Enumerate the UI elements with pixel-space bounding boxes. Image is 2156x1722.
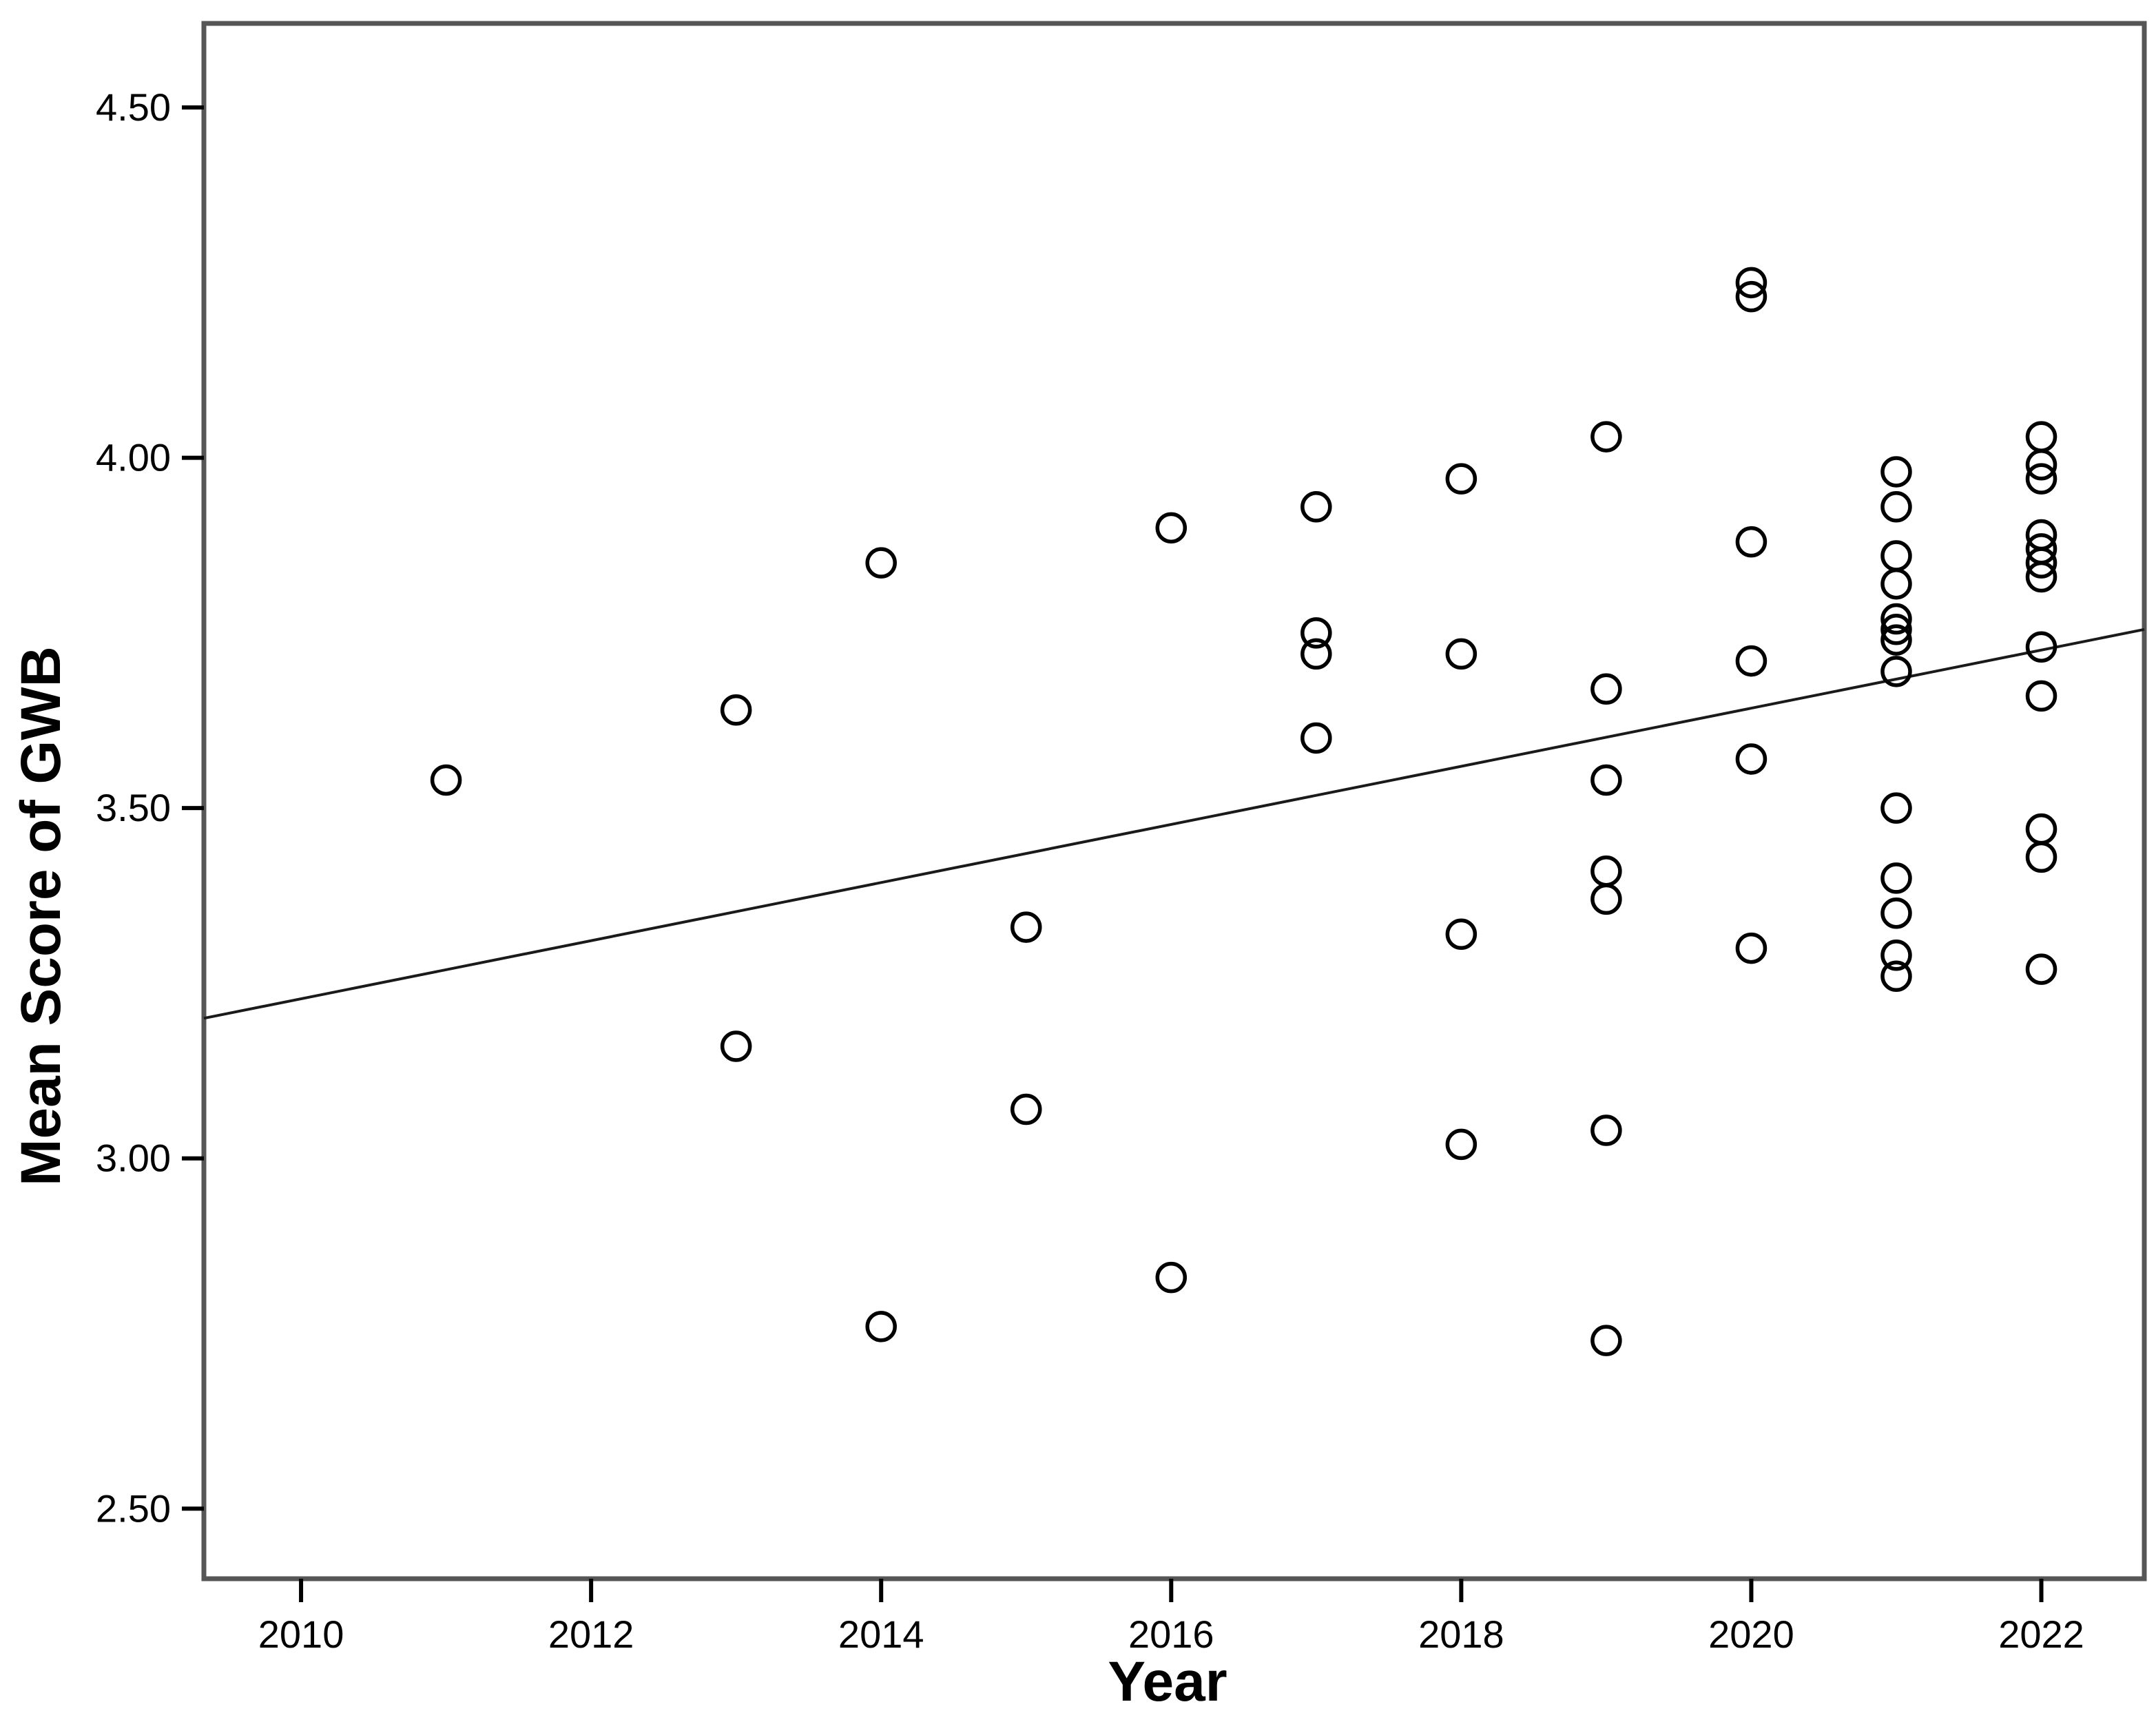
data-point <box>1590 1325 1622 1356</box>
x-tick-label: 2012 <box>548 1612 634 1656</box>
x-tick-label: 2010 <box>258 1612 344 1656</box>
data-point <box>1445 918 1478 951</box>
data-point <box>2025 561 2057 593</box>
data-point <box>1880 656 1912 687</box>
x-tick-label: 2018 <box>1418 1612 1504 1656</box>
data-point <box>1300 638 1332 670</box>
data-point <box>1880 614 1912 645</box>
x-tick-label: 2020 <box>1708 1612 1794 1656</box>
data-point <box>720 1030 752 1062</box>
data-point <box>1880 456 1912 488</box>
x-tick-label: 2014 <box>838 1612 924 1656</box>
data-point <box>1590 855 1622 887</box>
data-point <box>430 764 462 796</box>
data-point <box>1735 267 1768 299</box>
data-point <box>1880 603 1912 635</box>
data-point <box>1880 568 1912 600</box>
x-tick-label: 2022 <box>1998 1612 2084 1656</box>
data-point <box>1445 463 1478 495</box>
data-point <box>1880 960 1912 993</box>
data-point <box>1880 624 1912 656</box>
data-point <box>1880 897 1912 929</box>
data-point <box>1590 764 1622 796</box>
trend-line <box>203 627 2145 1020</box>
data-point <box>2025 631 2057 663</box>
plot-frame <box>201 21 2147 1581</box>
data-point <box>1155 1261 1188 1294</box>
y-tick-label: 4.00 <box>96 436 171 479</box>
data-point <box>2025 547 2057 579</box>
data-point <box>1300 617 1332 649</box>
data-point <box>1735 526 1768 558</box>
y-tick-label: 3.50 <box>96 786 171 829</box>
x-tick-label: 2016 <box>1128 1612 1214 1656</box>
data-point <box>1735 932 1768 964</box>
data-point <box>1590 883 1622 915</box>
data-point <box>2025 463 2057 495</box>
data-point <box>1735 645 1768 677</box>
data-point <box>1880 491 1912 523</box>
data-point <box>1880 792 1912 824</box>
data-point <box>1590 1114 1622 1146</box>
x-axis-title: Year <box>1108 1650 1227 1713</box>
data-point <box>2025 841 2057 873</box>
data-point <box>2025 449 2057 481</box>
data-point <box>1445 1128 1478 1161</box>
data-point <box>1010 1093 1042 1125</box>
data-point <box>1155 512 1188 544</box>
data-point <box>865 1311 897 1342</box>
data-point <box>1880 862 1912 894</box>
y-axis-title: Mean Score of GWB <box>10 646 72 1186</box>
y-tick-label: 2.50 <box>96 1486 171 1530</box>
data-point <box>1300 722 1332 754</box>
data-point <box>2025 953 2057 985</box>
data-point <box>1880 940 1912 971</box>
data-point <box>1735 743 1768 775</box>
data-point <box>1880 540 1912 572</box>
y-tick-label: 4.50 <box>96 85 171 129</box>
data-point <box>1010 911 1042 943</box>
data-point <box>2025 421 2057 453</box>
data-point <box>1735 280 1768 313</box>
y-tick-label: 3.00 <box>96 1137 171 1180</box>
data-point <box>1300 491 1332 523</box>
data-point <box>2025 680 2057 712</box>
data-point <box>1590 421 1622 453</box>
data-point <box>865 547 897 579</box>
data-point <box>1445 638 1478 670</box>
data-point <box>720 694 752 726</box>
data-point <box>1590 673 1622 705</box>
data-point <box>2025 813 2057 845</box>
